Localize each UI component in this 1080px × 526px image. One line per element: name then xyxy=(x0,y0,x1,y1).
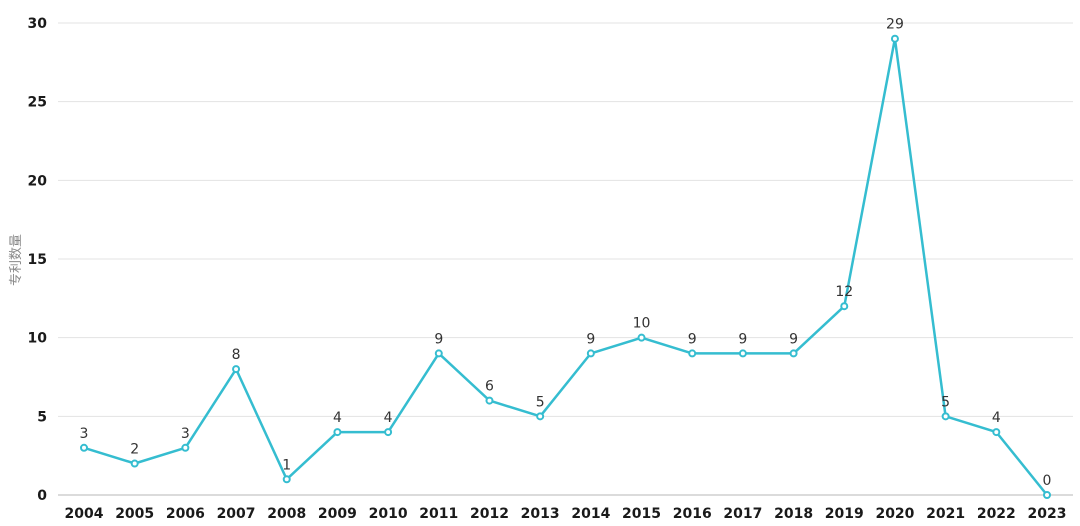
data-label: 2 xyxy=(130,442,139,458)
series xyxy=(80,34,1051,499)
data-point[interactable] xyxy=(536,412,545,421)
data-label: 12 xyxy=(835,284,853,300)
data-point[interactable] xyxy=(333,428,342,437)
data-label: 3 xyxy=(181,426,190,442)
x-tick-label: 2006 xyxy=(166,506,205,522)
x-tick-label: 2023 xyxy=(1028,506,1067,522)
y-axis: 0 5 10 15 20 25 30 xyxy=(28,16,48,504)
data-point[interactable] xyxy=(485,396,494,405)
data-label: 5 xyxy=(536,394,545,410)
data-point[interactable] xyxy=(384,428,393,437)
data-point[interactable] xyxy=(941,412,950,421)
y-tick-label: 15 xyxy=(28,252,47,268)
x-tick-label: 2019 xyxy=(825,506,864,522)
data-label: 4 xyxy=(333,410,342,426)
data-point[interactable] xyxy=(434,349,443,358)
y-tick-label: 20 xyxy=(28,173,48,189)
data-label: 10 xyxy=(633,316,651,332)
data-label: 29 xyxy=(886,17,904,33)
x-tick-label: 2022 xyxy=(977,506,1016,522)
data-point[interactable] xyxy=(637,333,646,342)
data-label: 6 xyxy=(485,379,494,395)
x-tick-label: 2021 xyxy=(926,506,965,522)
data-label: 9 xyxy=(738,331,747,347)
data-point[interactable] xyxy=(282,475,291,484)
data-point[interactable] xyxy=(738,349,747,358)
data-point[interactable] xyxy=(1043,491,1051,499)
x-tick-label: 2005 xyxy=(115,506,154,522)
y-tick-label: 30 xyxy=(28,16,48,32)
x-tick-label: 2009 xyxy=(318,506,357,522)
data-point[interactable] xyxy=(181,443,190,452)
series-line xyxy=(83,37,1048,496)
data-label: 5 xyxy=(941,394,950,410)
x-tick-label: 2017 xyxy=(723,506,762,522)
data-point[interactable] xyxy=(890,34,899,43)
data-label: 4 xyxy=(992,410,1001,426)
gridlines xyxy=(58,22,1073,496)
data-label: 8 xyxy=(232,347,241,363)
x-tick-label: 2020 xyxy=(875,506,914,522)
y-tick-label: 0 xyxy=(37,488,47,504)
y-tick-label: 10 xyxy=(28,331,48,347)
y-tick-label: 5 xyxy=(37,409,47,425)
data-point[interactable] xyxy=(80,443,88,452)
data-point[interactable] xyxy=(840,302,849,311)
x-tick-label: 2014 xyxy=(571,506,610,522)
data-label: 3 xyxy=(80,426,89,442)
x-axis: 2004 2005 2006 2007 2008 2009 2010 2011 2012 2013… xyxy=(65,506,1067,522)
data-label: 9 xyxy=(586,331,595,347)
data-label: 9 xyxy=(434,331,443,347)
x-tick-label: 2008 xyxy=(267,506,306,522)
x-tick-label: 2007 xyxy=(217,506,256,522)
data-point[interactable] xyxy=(586,349,595,358)
data-label: 0 xyxy=(1043,473,1052,489)
x-tick-label: 2015 xyxy=(622,506,661,522)
data-point[interactable] xyxy=(789,349,798,358)
x-tick-label: 2004 xyxy=(65,506,104,522)
y-axis-label: 专利数量 xyxy=(9,234,24,286)
data-label: 9 xyxy=(789,331,798,347)
data-labels: 3 2 3 8 1 4 4 9 6 5 9 10 9 9 9 12 29 5 4 0 xyxy=(80,17,1052,489)
data-point[interactable] xyxy=(130,459,139,468)
data-point[interactable] xyxy=(232,365,241,374)
x-tick-label: 2013 xyxy=(521,506,560,522)
y-tick-label: 25 xyxy=(28,95,47,111)
data-label: 1 xyxy=(282,457,291,473)
x-tick-label: 2010 xyxy=(369,506,408,522)
data-label: 4 xyxy=(384,410,393,426)
x-tick-label: 2016 xyxy=(673,506,712,522)
x-tick-label: 2012 xyxy=(470,506,509,522)
data-point[interactable] xyxy=(688,349,697,358)
data-label: 9 xyxy=(688,331,697,347)
x-tick-label: 2011 xyxy=(419,506,458,522)
data-point[interactable] xyxy=(992,428,1001,437)
x-tick-label: 2018 xyxy=(774,506,813,522)
